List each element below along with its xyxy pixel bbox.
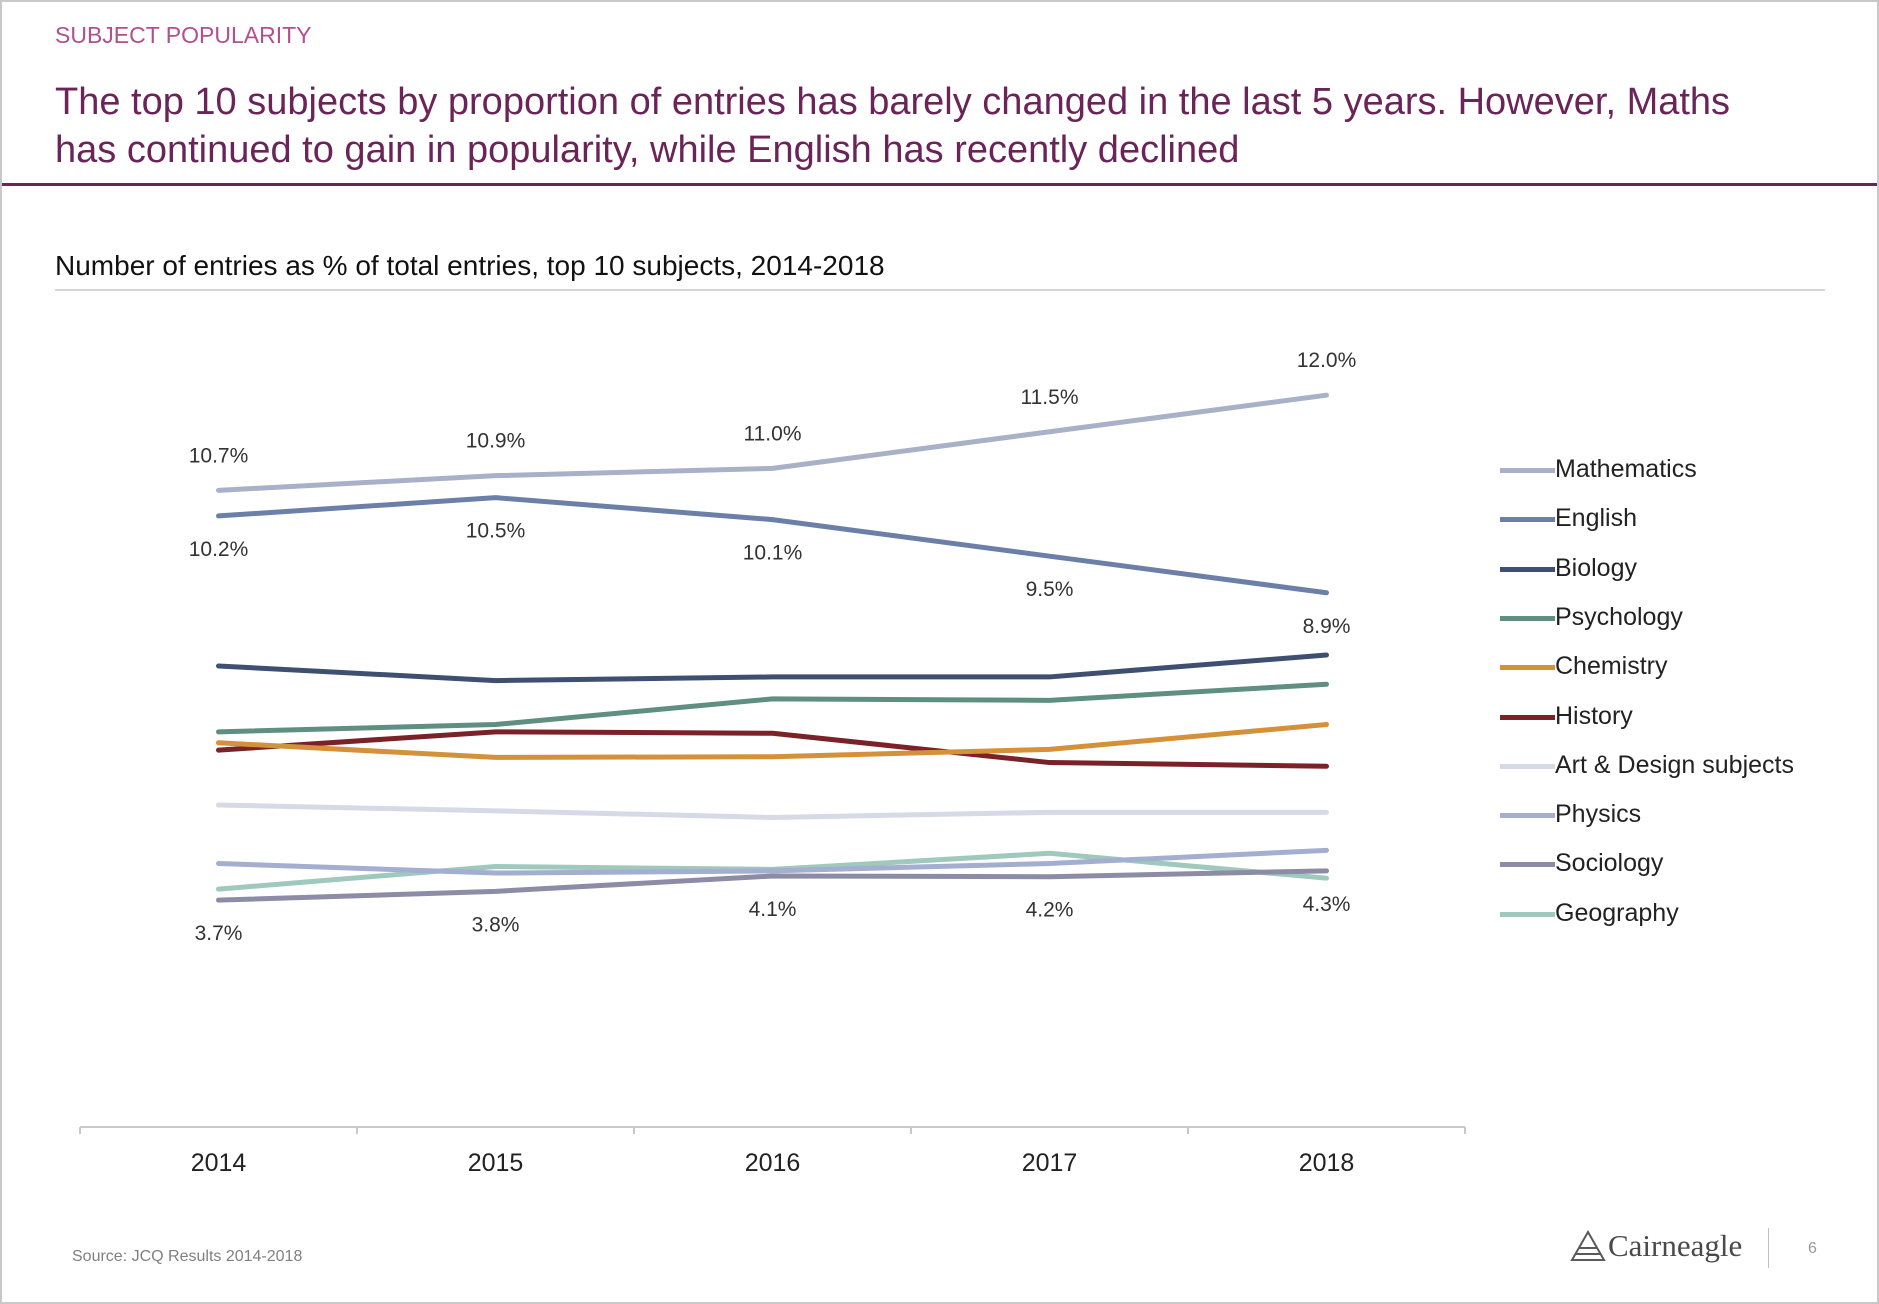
legend-swatch xyxy=(1500,763,1555,769)
series-line-art-design-subjects xyxy=(216,802,1329,820)
legend-swatch xyxy=(1500,566,1555,572)
legend-label: Chemistry xyxy=(1555,652,1668,681)
legend-label: History xyxy=(1555,701,1633,730)
legend-swatch xyxy=(1500,862,1555,868)
chart-title: Number of entries as % of total entries,… xyxy=(55,250,885,281)
data-label: 4.2% xyxy=(1026,899,1074,922)
legend-swatch xyxy=(1500,665,1555,671)
headline: The top 10 subjects by proportion of ent… xyxy=(55,81,1731,171)
legend-item: Physics xyxy=(1500,800,1860,830)
legend-label: Sociology xyxy=(1555,849,1664,878)
data-label: 3.8% xyxy=(472,913,520,936)
company-logo: Cairneagle xyxy=(1570,1226,1742,1266)
source-note: Source: JCQ Results 2014-2018 xyxy=(72,1248,303,1265)
legend-swatch xyxy=(1500,714,1555,720)
legend-item: Geography xyxy=(1500,899,1860,929)
series-line-psychology xyxy=(216,681,1329,735)
legend-label: English xyxy=(1555,504,1637,533)
data-label: 10.5% xyxy=(466,520,526,543)
series-line-english xyxy=(216,495,1329,596)
data-label: 11.0% xyxy=(744,422,802,445)
data-label: 11.5% xyxy=(1021,386,1079,409)
legend-item: Art & Design subjects xyxy=(1500,751,1860,781)
data-label: 10.2% xyxy=(189,538,249,561)
data-label: 8.9% xyxy=(1303,615,1351,638)
x-tick-label: 2014 xyxy=(191,1149,247,1177)
legend-item: Biology xyxy=(1500,554,1860,584)
legend-item: English xyxy=(1500,504,1860,534)
logo-mountain-icon xyxy=(1570,1230,1606,1261)
data-label: 4.1% xyxy=(749,898,797,921)
chart-title-divider xyxy=(55,289,1825,291)
legend-swatch xyxy=(1500,911,1555,917)
data-label: 10.1% xyxy=(743,542,803,565)
section-label: SUBJECT POPULARITY xyxy=(55,22,312,48)
x-tick-label: 2017 xyxy=(1022,1149,1078,1177)
legend-item: History xyxy=(1500,702,1860,732)
series-line-sociology xyxy=(216,868,1329,903)
legend-label: Biology xyxy=(1555,553,1637,582)
series-line-history xyxy=(216,729,1329,769)
legend-swatch xyxy=(1500,468,1555,473)
x-tick-label: 2018 xyxy=(1299,1149,1355,1177)
data-label: 10.9% xyxy=(466,430,526,453)
legend-label: Geography xyxy=(1555,898,1679,927)
legend-swatch xyxy=(1500,813,1555,819)
legend-item: Psychology xyxy=(1500,603,1860,633)
legend-item: Sociology xyxy=(1500,849,1860,879)
legend-label: Mathematics xyxy=(1555,455,1697,483)
legend-label: Physics xyxy=(1555,800,1642,829)
page-number: 6 xyxy=(1808,1240,1817,1257)
data-label: 12.0% xyxy=(1297,349,1357,372)
data-label: 9.5% xyxy=(1026,578,1074,601)
data-label: 3.7% xyxy=(195,922,243,945)
legend-item: Mathematics xyxy=(1500,455,1860,485)
legend-label: Psychology xyxy=(1555,602,1683,631)
x-tick-label: 2015 xyxy=(468,1149,524,1177)
series-line-physics xyxy=(216,847,1329,876)
series-line-mathematics xyxy=(216,392,1329,493)
legend-label: Art & Design subjects xyxy=(1555,750,1794,779)
footer-divider xyxy=(1768,1228,1769,1268)
headline-divider xyxy=(2,183,1877,186)
series-line-biology xyxy=(216,652,1329,684)
data-label: 4.3% xyxy=(1303,893,1351,916)
legend-swatch xyxy=(1500,517,1555,523)
legend-swatch xyxy=(1500,615,1555,621)
x-tick-label: 2016 xyxy=(745,1149,801,1177)
series-line-chemistry xyxy=(216,722,1329,760)
legend-item: Chemistry xyxy=(1500,652,1860,682)
logo-wordmark: Cairneagle xyxy=(1608,1228,1743,1263)
data-label: 10.7% xyxy=(189,444,249,467)
